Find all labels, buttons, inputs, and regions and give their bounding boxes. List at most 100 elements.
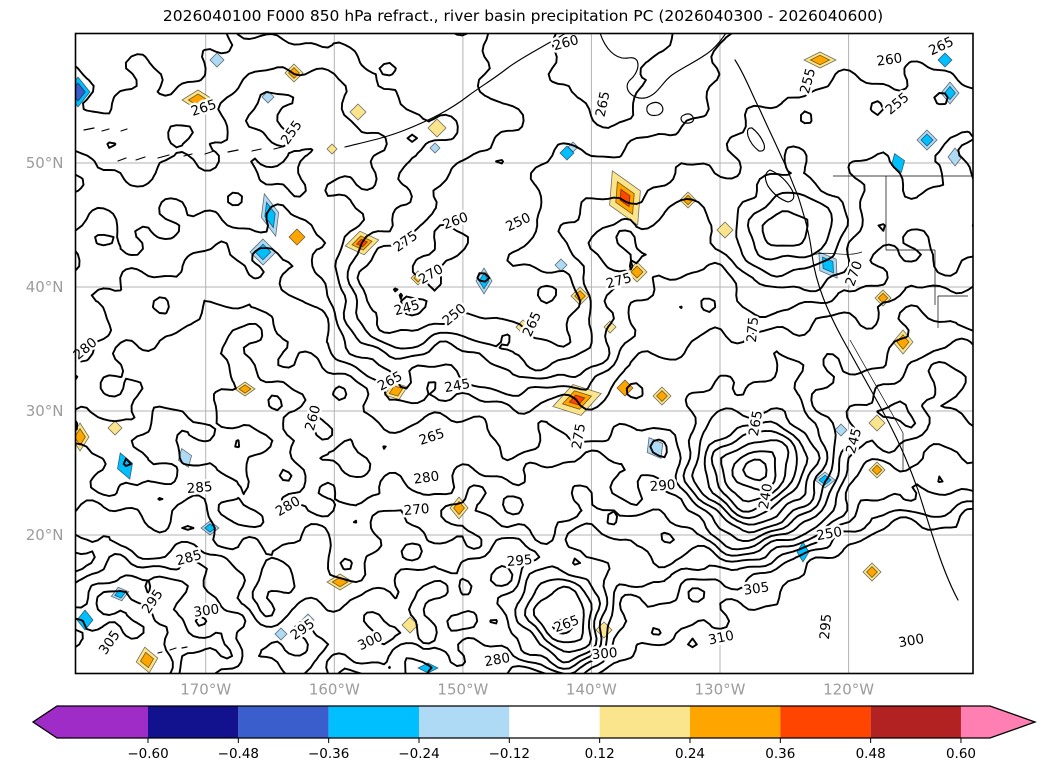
- pc-shading-patch-layer: [264, 201, 276, 229]
- hawaiian-islands-dots: [157, 646, 188, 654]
- haida-gwaii-island: [746, 127, 766, 152]
- colorbar-segment: [328, 706, 419, 738]
- colorbar-tick-label: 0.24: [675, 746, 705, 762]
- alaska-mainland-coastline: [599, 33, 727, 99]
- pc-shading-patch-layer: [630, 265, 644, 279]
- colorbar-segment: [57, 706, 148, 738]
- colorbar: −0.60 −0.48 −0.36 −0.24 −0.12 0.12 0.24 0.36 0.4…: [31, 705, 1037, 762]
- pc-shading-patch-layer: [107, 420, 123, 436]
- pc-shading-patch: [326, 143, 338, 155]
- colorbar-tick-label: 0.60: [946, 746, 976, 762]
- contour-value-label: 275: [744, 316, 762, 343]
- pc-shading-patch: [274, 627, 288, 641]
- pc-shading-patch-layer: [388, 385, 404, 397]
- refractivity-contour-line: [75, 91, 973, 526]
- pc-shading-patch: [209, 52, 225, 68]
- refractivity-contour-line: [75, 443, 973, 674]
- colorbar-segment: [960, 706, 990, 738]
- refractivity-contour-line: [75, 500, 973, 674]
- pc-shading-patch-layer: [716, 221, 734, 239]
- pc-shading-patch: [234, 381, 256, 397]
- colorbar-tick-label: −0.24: [398, 746, 439, 762]
- pc-shading-patch-layer: [429, 142, 441, 154]
- colorbar-outline: [31, 705, 1037, 739]
- colorbar-segment: [509, 706, 600, 738]
- contour-value-label: 300: [591, 645, 618, 663]
- precipitation-pc-shading: [75, 51, 963, 674]
- pc-shading-patch-layer: [187, 93, 209, 107]
- longitude-label: 150°W: [437, 681, 488, 699]
- pc-shading-patch: [868, 461, 886, 479]
- pc-shading-patch-layer: [646, 437, 664, 459]
- latitude-label: 20°N: [26, 526, 64, 544]
- pc-shading-patch-layer: [937, 52, 953, 68]
- longitude-label: 170°W: [180, 681, 231, 699]
- colorbar-arrow-high: [990, 706, 1035, 738]
- pc-shading-patch: [803, 51, 837, 69]
- alaska-peninsula-coastline: [344, 33, 567, 148]
- latitude-label: 40°N: [26, 278, 64, 296]
- pc-shading-patch: [834, 423, 848, 437]
- colorbar-segment: [599, 706, 690, 738]
- colorbar-tick-label: −0.36: [308, 746, 349, 762]
- colorbar-segment: [238, 706, 329, 738]
- kodiak-island: [646, 101, 664, 117]
- vancouver-island: [764, 169, 795, 203]
- colorbar-segment: [418, 706, 510, 738]
- refractivity-contours: [75, 33, 973, 674]
- longitude-tick-labels: 170°W 160°W 150°W 140°W 130°W 120°W: [180, 681, 874, 699]
- colorbar-tick-label: −0.60: [127, 746, 168, 762]
- colorbar-tick-label: 0.12: [585, 746, 615, 762]
- longitude-label: 120°W: [823, 681, 874, 699]
- pc-shading-patch: [716, 221, 734, 239]
- pc-shading-patch-layer: [209, 52, 225, 68]
- plot-frame: [74, 32, 974, 675]
- pc-shading-patch-layer: [75, 82, 86, 102]
- longitude-label: 160°W: [309, 681, 360, 699]
- chart-title: 2026040100 F000 850 hPa refract., river …: [163, 7, 883, 25]
- coastlines-and-borders: [83, 33, 973, 654]
- colorbar-tick-label: 0.48: [856, 746, 886, 762]
- pc-shading-patch-layer: [559, 145, 575, 161]
- pc-shading-patch: [427, 118, 447, 138]
- refractivity-contour-line: [75, 360, 973, 664]
- colorbar-arrow-low: [33, 706, 57, 738]
- refractivity-contour-line: [75, 240, 973, 635]
- refractivity-contour-line: [392, 33, 809, 491]
- pc-shading-patch: [868, 414, 886, 432]
- pc-shading-patch: [652, 386, 672, 406]
- latitude-label: 50°N: [26, 154, 64, 172]
- colorbar-segment: [780, 706, 871, 738]
- pc-shading-patch-layer: [349, 103, 367, 121]
- latitude-label: 30°N: [26, 402, 64, 420]
- contour-value-label: 295: [506, 552, 533, 570]
- pc-shading-patch: [181, 89, 215, 111]
- gridlines: [75, 33, 973, 674]
- pc-shading-patch: [107, 420, 123, 436]
- pc-shading-patch: [384, 382, 408, 400]
- contour-value-label: 295: [817, 613, 835, 640]
- refractivity-contour-line: [742, 458, 768, 482]
- pc-shading-patch: [890, 152, 906, 174]
- longitude-label: 140°W: [566, 681, 617, 699]
- pc-shading-patch-layer: [834, 423, 848, 437]
- pc-shading-patch-layer: [868, 414, 886, 432]
- colorbar-tick-label: 0.36: [765, 746, 795, 762]
- colorbar-segment: [148, 706, 239, 738]
- contour-value-label: 270: [403, 501, 430, 519]
- pc-shading-patch-layer: [75, 427, 86, 447]
- pc-shading-patch-layer: [261, 90, 275, 104]
- refractivity-contour-line: [75, 322, 973, 654]
- colorbar-tick-label: −0.12: [489, 746, 530, 762]
- colorbar-tick-label: −0.48: [218, 746, 259, 762]
- pc-shading-patch-layer: [920, 133, 934, 147]
- pc-shading-patch-layer: [809, 54, 831, 66]
- contour-value-label: 290: [649, 477, 676, 495]
- pc-shading-patch: [559, 145, 575, 161]
- pc-shading-patch-layer: [76, 609, 94, 631]
- pc-shading-patch: [288, 228, 306, 246]
- pc-shading-patch: [76, 609, 94, 631]
- pc-shading-patch: [261, 90, 275, 104]
- state-borders: [811, 176, 968, 470]
- pc-shading-patch-layer: [866, 566, 878, 578]
